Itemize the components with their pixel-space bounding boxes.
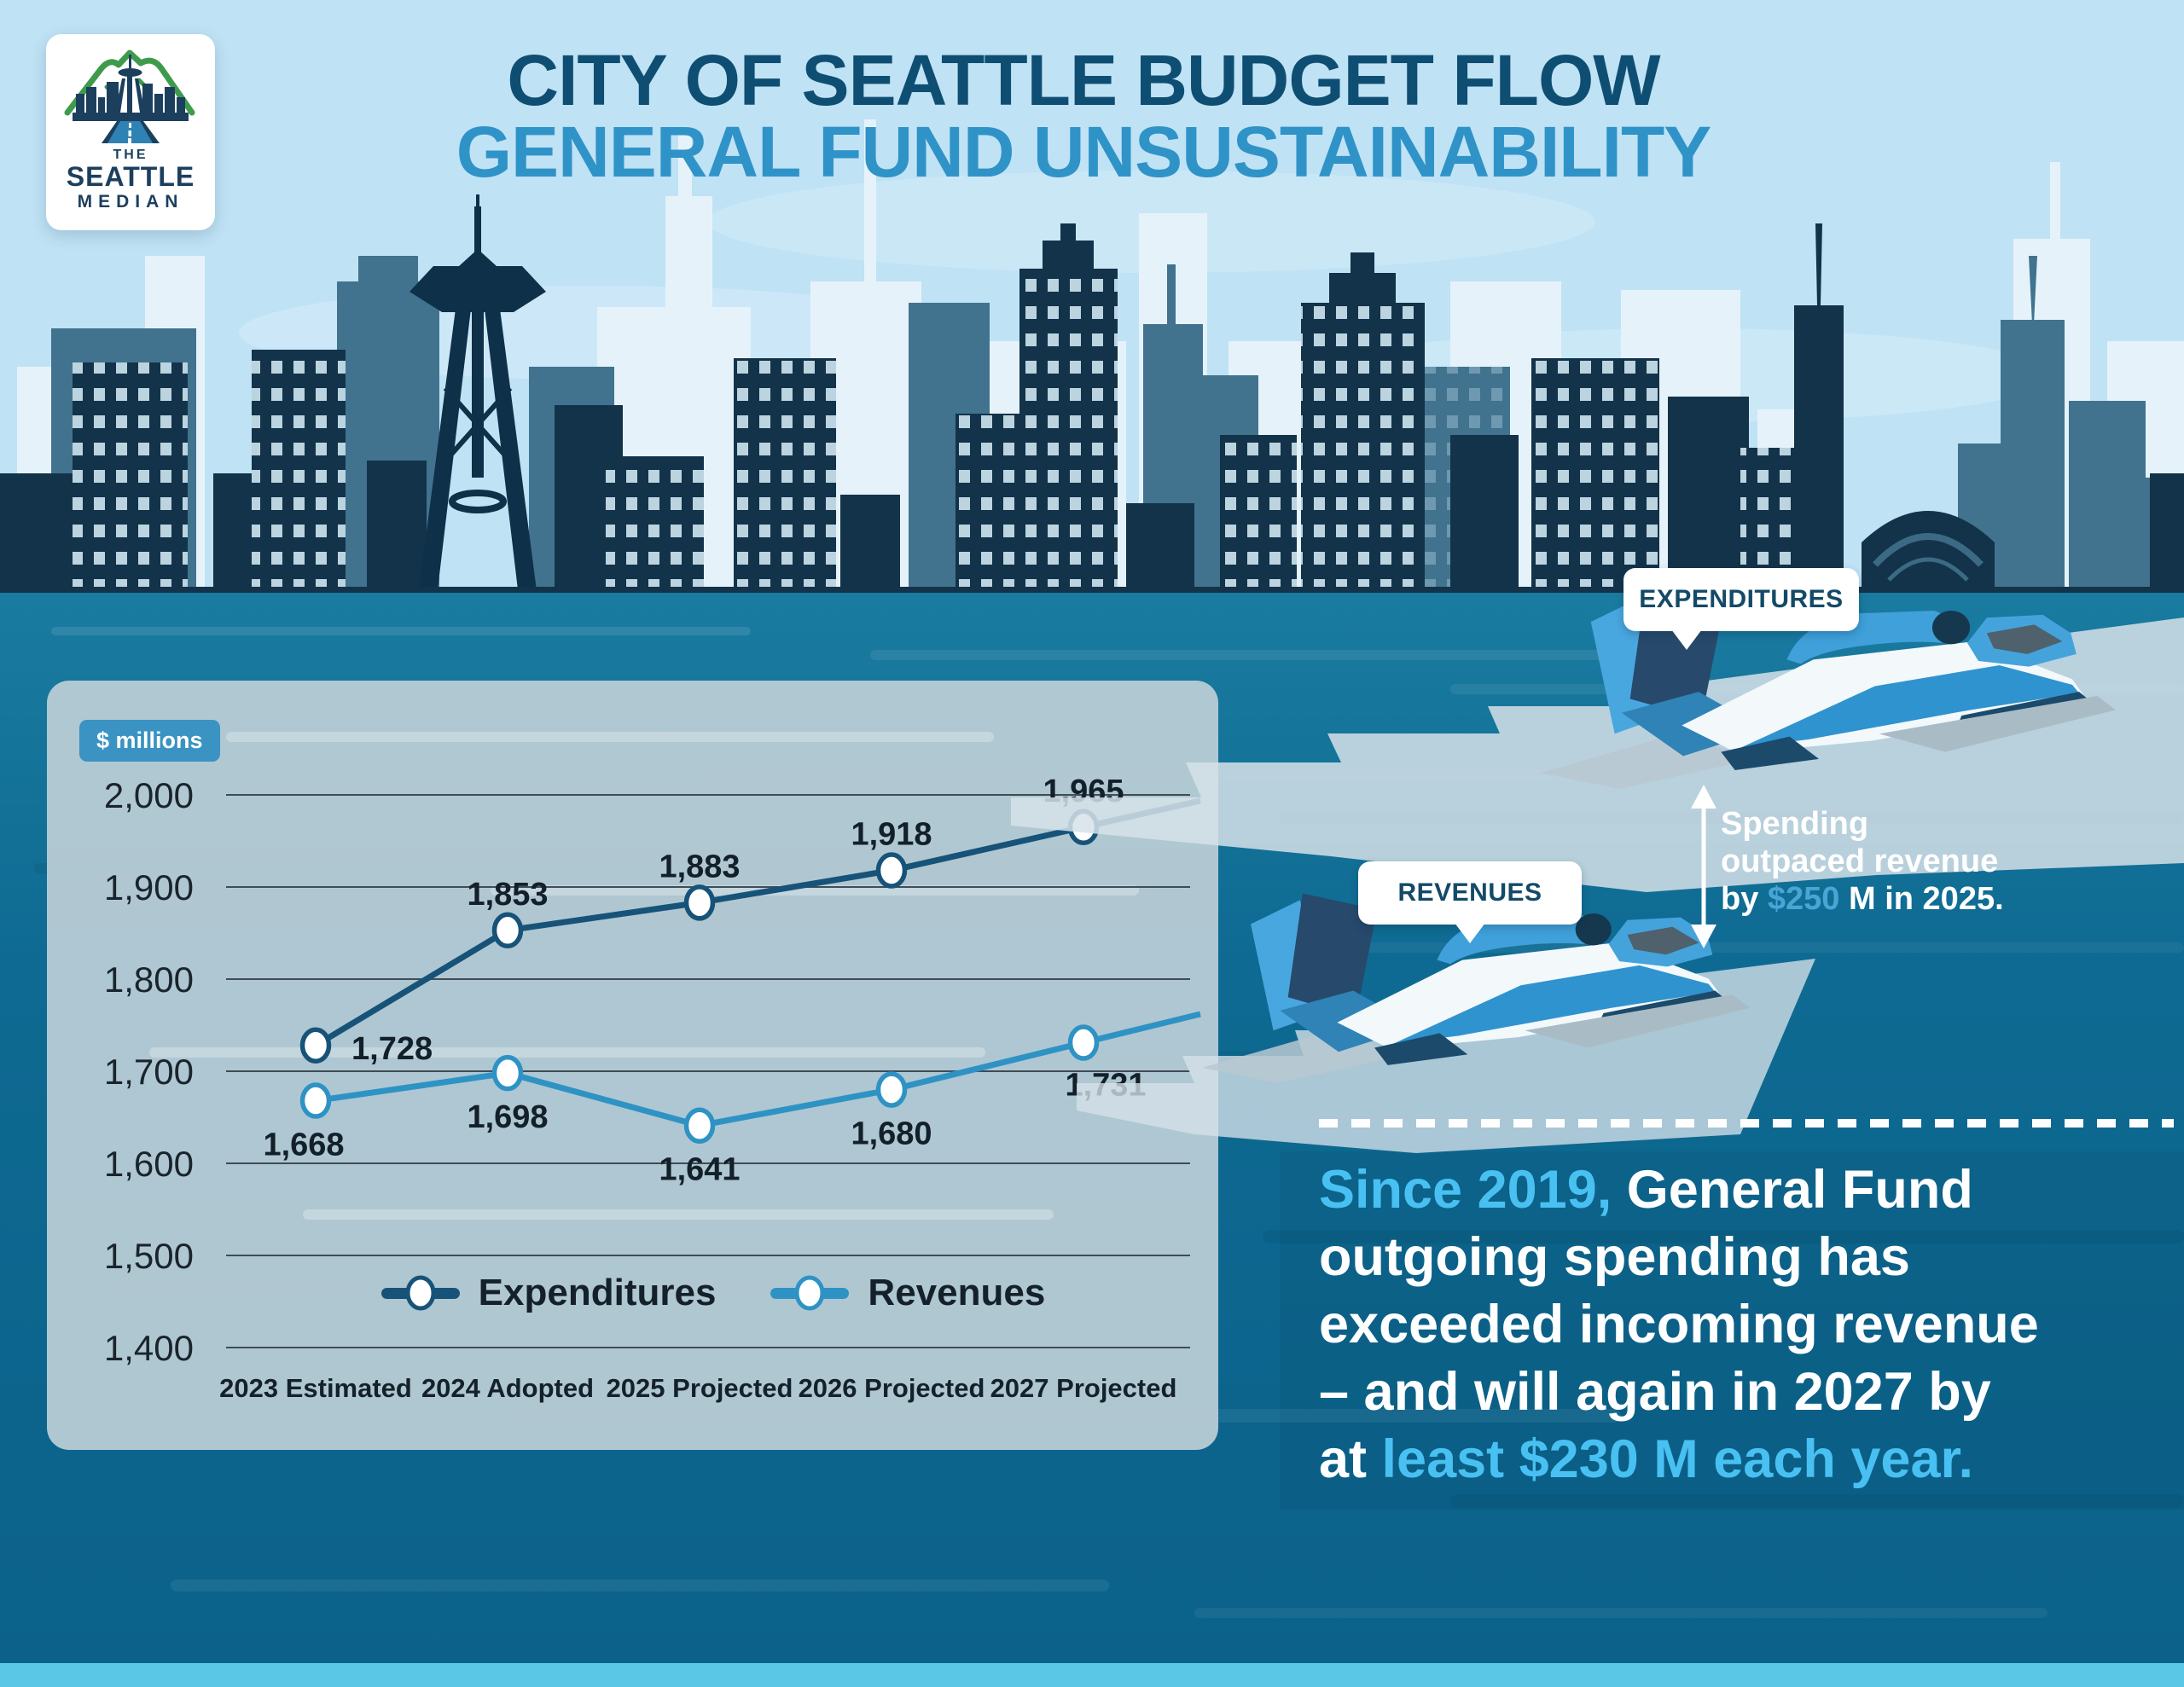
key-statement: Since 2019, General Fund outgoing spendi… [1319, 1160, 2039, 1489]
chart-legend: Expenditures Revenues [239, 1267, 1188, 1319]
y-tick-label: 1,800 [104, 959, 194, 1000]
revenues-marker [491, 1054, 524, 1092]
expenditures-bubble: EXPENDITURES [1623, 568, 1859, 650]
dashed-separator [1319, 1119, 2174, 1128]
annotation-highlight: $250 [1767, 881, 1840, 917]
legend-label: Expenditures [478, 1272, 717, 1313]
panel-streak [226, 732, 994, 742]
legend-item-expenditures: Expenditures [380, 1272, 717, 1314]
title-line-1: CITY OF SEATTLE BUDGET FLOW [507, 40, 1660, 120]
data-point-label: 1,918 [851, 817, 932, 853]
annotation-line-3: by $250 M in 2025. [1721, 881, 2004, 917]
legend-label: Revenues [868, 1272, 1046, 1313]
chart-panel: $ millions 2,000 1,900 1,800 1,700 1,600 1,50… [47, 681, 1218, 1450]
stadium-silhouette [1862, 511, 1995, 601]
chart-unit-badge: $ millions [79, 720, 220, 762]
annotation-line-1: Spending [1721, 806, 1869, 842]
panel-streak [303, 1209, 1054, 1220]
y-tick-label: 1,500 [104, 1236, 194, 1276]
logo-text-seattle: SEATTLE [66, 160, 195, 192]
data-point-label: 1,680 [851, 1116, 932, 1152]
data-point-label: 1,883 [659, 849, 740, 884]
data-point-label: 1,965 [1043, 774, 1124, 809]
revenues-marker [299, 1082, 332, 1119]
expenditures-marker [491, 912, 524, 949]
logo-text-the: THE [113, 148, 148, 162]
data-point-label: 1,728 [351, 1031, 433, 1067]
expenditures-marker [1067, 809, 1100, 846]
space-needle-silhouette [410, 194, 546, 597]
x-axis-label: 2025 Projected [606, 1373, 793, 1403]
legend-marker-icon [770, 1275, 850, 1311]
expenditures-marker [875, 852, 908, 889]
revenues-bubble: REVENUES [1358, 861, 1582, 943]
bottom-strip [0, 1663, 2184, 1687]
expenditures-line [314, 797, 1201, 1048]
seattle-median-logo-icon [64, 49, 195, 143]
title-line-2: GENERAL FUND UNSUSTAINABILITY [456, 112, 1712, 192]
annotation-line-2: outpaced revenue [1721, 844, 1999, 879]
x-axis-label: 2024 Adopted [421, 1373, 595, 1403]
page-title: CITY OF SEATTLE BUDGET FLOW GENERAL FUND… [324, 44, 1843, 188]
legend-item-revenues: Revenues [770, 1272, 1045, 1314]
revenues-marker [875, 1071, 908, 1108]
x-axis-label: 2026 Projected [798, 1373, 985, 1403]
logo-text-median: MEDIAN [77, 192, 184, 212]
panel-streak [149, 1047, 985, 1058]
y-tick-label: 2,000 [104, 775, 194, 815]
y-tick-label: 1,400 [104, 1328, 194, 1368]
gap-annotation: Spending outpaced revenue by $250 M in 2… [1721, 805, 2164, 918]
data-point-label: 1,731 [1065, 1068, 1146, 1104]
budget-line-chart: 2,000 1,900 1,800 1,700 1,600 1,500 1,400 1,728… [104, 732, 1201, 1368]
statement-highlight-since: Since 2019, [1319, 1160, 1612, 1220]
y-tick-label: 1,900 [104, 867, 194, 907]
y-tick-label: 1,700 [104, 1052, 194, 1092]
x-axis-label: 2027 Projected [990, 1373, 1177, 1403]
revenues-marker [683, 1107, 716, 1144]
x-axis-label: 2023 Estimated [219, 1373, 412, 1403]
data-point-label: 1,698 [467, 1099, 548, 1135]
y-tick-label: 1,600 [104, 1144, 194, 1184]
revenues-marker [1067, 1024, 1100, 1061]
data-point-label: 1,641 [659, 1152, 740, 1188]
expenditures-marker [683, 884, 716, 921]
data-point-label: 1,668 [263, 1128, 344, 1163]
data-point-label: 1,853 [467, 877, 548, 913]
expenditures-marker [299, 1027, 332, 1064]
statement-highlight-amount: least $230 M each year. [1381, 1429, 1974, 1489]
publisher-logo-card: THE SEATTLE MEDIAN [46, 34, 215, 230]
legend-marker-icon [380, 1275, 460, 1311]
